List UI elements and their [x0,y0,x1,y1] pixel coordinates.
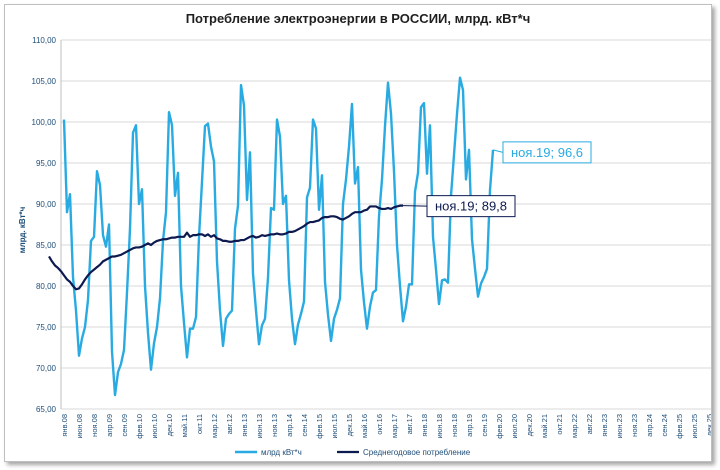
callout-box [426,195,516,218]
chart-frame: Потребление электроэнергии в РОССИИ, млр… [4,4,712,462]
x-tick-label: янв.18 [420,414,429,437]
series-line-1 [48,204,403,291]
series-line-0 [62,76,495,397]
x-tick-label: ноя.18 [450,414,459,437]
chart-title: Потребление электроэнергии в РОССИИ, млр… [186,11,531,26]
x-tick-label: ноя.13 [270,414,279,437]
x-tick-label: дек.15 [345,414,354,436]
x-tick-label: сен.14 [300,414,309,437]
x-tick-label: окт.21 [555,414,564,435]
x-tick-label: май.21 [540,414,549,438]
x-tick-label: июл.20 [510,414,519,438]
x-tick-label: дек.25 [705,414,711,436]
x-tick-label: май.11 [180,414,189,437]
x-tick-label: авг.17 [405,414,414,434]
data-label: ноя.19; 96,6 [511,145,583,160]
x-tick-label: дек.20 [525,414,534,436]
y-tick-label: 95,00 [36,159,57,168]
x-tick-label: апр.14 [285,414,294,437]
x-tick-label: окт.11 [195,414,204,434]
x-tick-label: июл.15 [330,414,339,438]
x-tick-label: июн.18 [435,414,444,438]
y-tick-label: 65,00 [36,405,57,414]
x-tick-label: янв.23 [600,414,609,437]
legend-label: Среднегодовое потребление [363,448,471,457]
x-tick-label: мар.17 [390,414,399,438]
y-tick-label: 75,00 [36,323,57,332]
x-tick-label: ноя.23 [630,414,639,437]
x-tick-label: мар.12 [210,414,219,438]
x-tick-label: сен.24 [660,414,669,437]
series [48,76,495,397]
x-tick-label: мар.22 [570,414,579,438]
x-tick-label: сен.09 [120,414,129,437]
x-tick-label: фев.15 [315,414,324,439]
chart: Потребление электроэнергии в РОССИИ, млр… [18,11,711,457]
x-tick-label: июл.10 [150,414,159,438]
y-tick-label: 70,00 [36,364,57,373]
x-tick-label: апр.24 [645,414,654,437]
callout-leader [492,149,504,153]
y-axis-label: млрд. кВт*ч [18,206,27,253]
legend: млрд кВт*ч Среднегодовое потребление [235,448,471,457]
callout-box [502,141,592,164]
x-tick-label: апр.09 [105,414,114,437]
grid [60,39,711,410]
x-tick-label: июн.23 [615,414,624,438]
x-tick-label: июн.08 [75,414,84,438]
x-tick-label: май.16 [360,414,369,438]
x-tick-label: сен.19 [480,414,489,437]
x-axis-ticks: янв.08 июн.08 ноя.08 апр.09 сен.09 фев.10 июл.… [60,414,711,439]
x-tick-label: июл.25 [690,414,699,438]
x-tick-label: янв.13 [240,414,249,437]
x-tick-label: фев.25 [675,414,684,439]
x-tick-label: апр.19 [465,414,474,437]
x-tick-label: окт.16 [375,414,384,435]
y-tick-label: 100,00 [32,118,57,127]
y-tick-label: 105,00 [32,77,57,86]
x-tick-label: ноя.08 [90,414,99,437]
x-tick-label: авг.12 [225,414,234,434]
y-axis-ticks: 65,00 70,00 75,00 80,00 85,00 90,00 95,00 100,0… [32,36,57,414]
y-tick-label: 85,00 [36,241,57,250]
x-tick-label: янв.08 [60,414,69,437]
callout-leader [402,205,428,207]
legend-label: млрд кВт*ч [261,448,302,457]
y-tick-label: 80,00 [36,282,57,291]
x-tick-label: дек.10 [165,414,174,436]
data-label: ноя.19; 89,8 [435,199,507,214]
x-tick-label: июн.13 [255,414,264,438]
callouts: ноя.19; 96,6 ноя.19; 89,8 [402,141,592,218]
x-tick-label: фев.10 [135,414,144,439]
x-tick-label: фев.20 [495,414,504,439]
y-tick-label: 90,00 [36,200,57,209]
y-tick-label: 110,00 [32,36,56,45]
x-tick-label: авг.22 [585,414,594,434]
